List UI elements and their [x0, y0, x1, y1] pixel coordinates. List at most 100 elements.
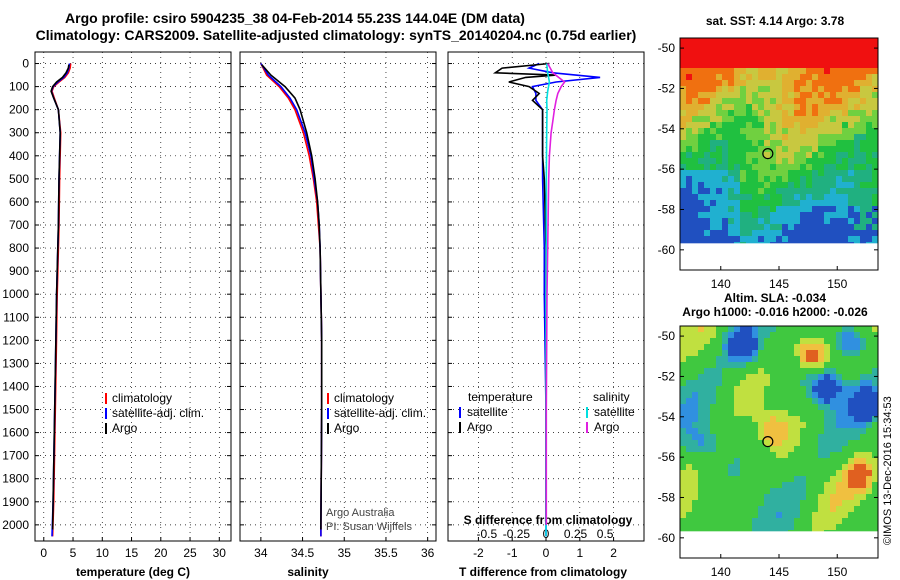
- sla_map-cell: [842, 452, 848, 458]
- sla_map-cell: [710, 410, 716, 416]
- sla_map-cell: [854, 404, 860, 410]
- sst_map-cell: [758, 38, 764, 44]
- sla_map-cell: [722, 476, 728, 482]
- sst_map-cell: [686, 74, 692, 80]
- sla_map-cell: [842, 470, 848, 476]
- sla_map-cell: [848, 476, 854, 482]
- sst_map-cell: [722, 44, 728, 50]
- sla_map-cell: [746, 488, 752, 494]
- sst_map-cell: [752, 242, 758, 244]
- sst_map-cell: [830, 50, 836, 56]
- sla_map-cell: [716, 476, 722, 482]
- sla_map-cell: [722, 488, 728, 494]
- sla_map-cell: [740, 530, 746, 532]
- sla_map-cell: [752, 362, 758, 368]
- sst_map-cell: [698, 176, 704, 182]
- sla_map-cell: [734, 386, 740, 392]
- sst_map-cell: [842, 92, 848, 98]
- sst_map-cell: [698, 44, 704, 50]
- sst_map-cell: [860, 236, 866, 242]
- sst_map-cell: [704, 74, 710, 80]
- sla_map-cell: [830, 392, 836, 398]
- sla_map-cell: [776, 488, 782, 494]
- sla_map-cell: [776, 338, 782, 344]
- sla_map-cell: [848, 440, 854, 446]
- sla_map-cell: [734, 350, 740, 356]
- sla_map-cell: [680, 446, 686, 452]
- sst_map-cell: [782, 140, 788, 146]
- sst_map-cell: [848, 122, 854, 128]
- sla_map-cell: [824, 422, 830, 428]
- sst_map-cell: [746, 92, 752, 98]
- sst_map-cell: [770, 56, 776, 62]
- sla_map-cell: [704, 362, 710, 368]
- sst_map-cell: [752, 110, 758, 116]
- sst_map-cell: [806, 62, 812, 68]
- sla_map-cell: [758, 530, 764, 532]
- sla_map-cell: [860, 518, 866, 524]
- sst_map-cell: [806, 122, 812, 128]
- sla_map-cell: [752, 344, 758, 350]
- sst_map-cell: [740, 50, 746, 56]
- sst_map-cell: [716, 188, 722, 194]
- sla_map-cell: [830, 434, 836, 440]
- sla_map-cell: [710, 386, 716, 392]
- sla_map-cell: [776, 458, 782, 464]
- sst_map-cell: [860, 134, 866, 140]
- sst_map-cell: [776, 44, 782, 50]
- sla_map-cell: [764, 344, 770, 350]
- sst_map-cell: [776, 122, 782, 128]
- sla_map-cell: [806, 506, 812, 512]
- sst_map-cell: [806, 140, 812, 146]
- sst_map-cell: [782, 86, 788, 92]
- sla_map-cell: [698, 518, 704, 524]
- sla_map-cell: [782, 416, 788, 422]
- sla_map-cell: [686, 482, 692, 488]
- sla_map-cell: [800, 398, 806, 404]
- sst_map-cell: [854, 134, 860, 140]
- sla_map-cell: [836, 488, 842, 494]
- sst_map-cell: [758, 242, 764, 244]
- sla_map-cell: [824, 464, 830, 470]
- sla_map-cell: [716, 326, 722, 332]
- sla_map-cell: [704, 494, 710, 500]
- sla_map-cell: [800, 380, 806, 386]
- sla_map-cell: [740, 344, 746, 350]
- sla_map-cell: [866, 410, 872, 416]
- sst_map-cell: [740, 134, 746, 140]
- sst_map-cell: [836, 56, 842, 62]
- sst_map-cell: [686, 104, 692, 110]
- sst_map-cell: [812, 182, 818, 188]
- sla_map-cell: [806, 362, 812, 368]
- sla_map-cell: [806, 446, 812, 452]
- sst_map-cell: [704, 152, 710, 158]
- sla_map-cell: [692, 530, 698, 532]
- sla_map-cell: [806, 398, 812, 404]
- sst_map-cell: [842, 218, 848, 224]
- sst_map-cell: [704, 170, 710, 176]
- sla_map-cell: [716, 368, 722, 374]
- sla_map-cell: [800, 368, 806, 374]
- sla_map-cell: [758, 416, 764, 422]
- sst_map-cell: [866, 116, 872, 122]
- sst_map-cell: [710, 116, 716, 122]
- sla_map-cell: [806, 386, 812, 392]
- sla_map-cell: [812, 416, 818, 422]
- sla_map-cell: [692, 374, 698, 380]
- sla_map-cell: [860, 524, 866, 530]
- sst_map-cell: [812, 224, 818, 230]
- sst_map-cell: [788, 122, 794, 128]
- sla_map-cell: [788, 452, 794, 458]
- sst_map-cell: [770, 224, 776, 230]
- sst_map-xtick-label: 145: [769, 277, 789, 291]
- sst_map-cell: [776, 110, 782, 116]
- depth-tick-label: 1300: [2, 356, 29, 370]
- sst_map-ytick-label: -60: [658, 243, 676, 257]
- sla_map-cell: [692, 446, 698, 452]
- sla_map-cell: [710, 512, 716, 518]
- sst_map-cell: [770, 158, 776, 164]
- sla_map-cell: [782, 464, 788, 470]
- sst_map-cell: [764, 116, 770, 122]
- sla_map-cell: [740, 392, 746, 398]
- sla_map-cell: [722, 440, 728, 446]
